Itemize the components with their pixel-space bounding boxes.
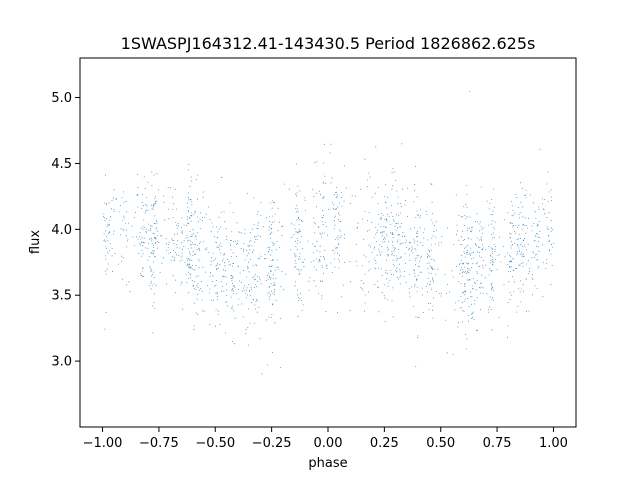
y-axis: 3.0 3.5 4.0 4.5 5.0	[51, 91, 80, 370]
y-tick-label: 5.0	[51, 91, 72, 106]
x-tick-label: −1.00	[83, 436, 123, 451]
x-tick-label: 0.00	[314, 436, 343, 451]
x-tick-label: −0.50	[195, 436, 235, 451]
y-tick-label: 4.0	[51, 223, 72, 238]
x-tick-label: 0.75	[483, 436, 512, 451]
y-tick-label: 3.5	[51, 289, 72, 304]
x-axis: −1.00 −0.75 −0.50 −0.25 0.00 0.25 0.50 0.75 1.00	[83, 427, 568, 451]
x-tick-label: −0.75	[139, 436, 179, 451]
x-tick-label: −0.25	[252, 436, 292, 451]
x-tick-label: 1.00	[539, 436, 568, 451]
y-tick-label: 3.0	[51, 355, 72, 370]
x-tick-label: 0.50	[426, 436, 455, 451]
y-tick-label: 4.5	[51, 157, 72, 172]
x-axis-label: phase	[308, 456, 347, 471]
chart-title: 1SWASPJ164312.41-143430.5 Period 1826862…	[121, 34, 536, 53]
x-tick-label: 0.25	[370, 436, 399, 451]
y-axis-label: flux	[28, 230, 43, 254]
